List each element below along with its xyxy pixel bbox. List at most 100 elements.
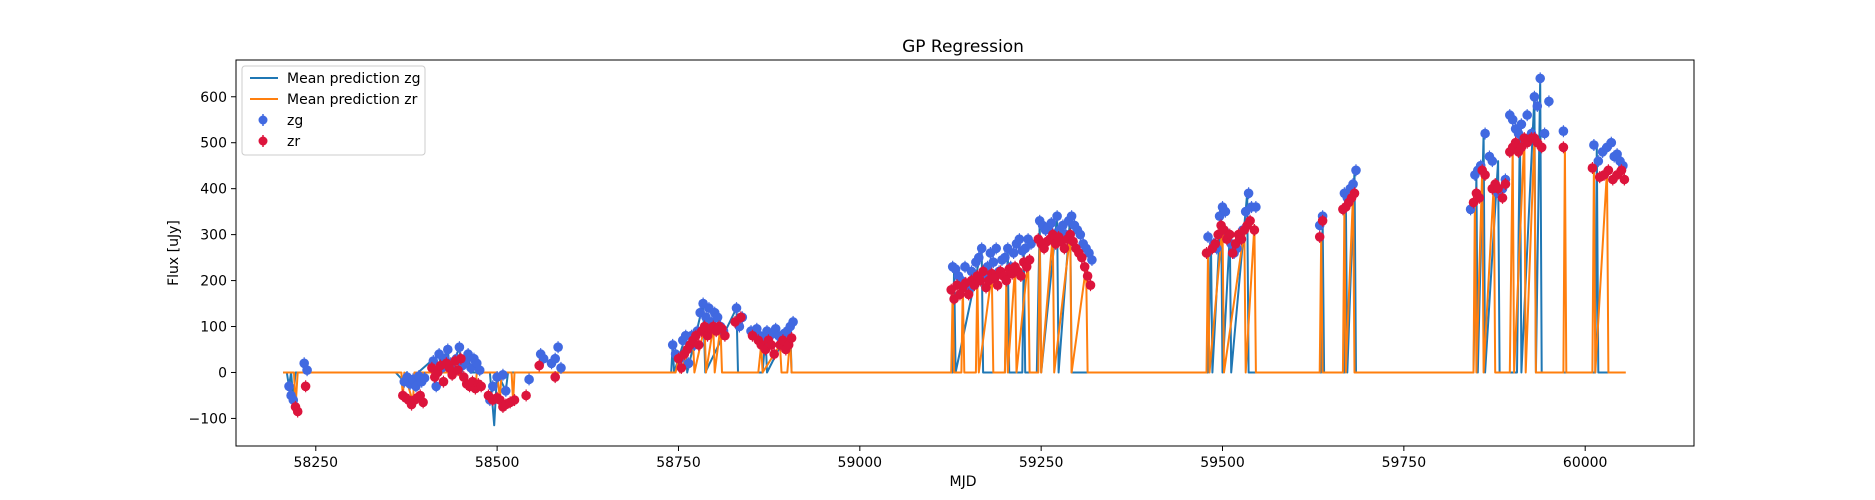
y-tick-label: −100 (189, 411, 227, 427)
y-tick-label: 400 (200, 182, 227, 198)
y-tick-label: 100 (200, 320, 227, 336)
point-zr (1317, 216, 1328, 226)
point-zg (1014, 234, 1025, 244)
point-zg (1487, 156, 1498, 166)
legend-label-zg-mean: Mean prediction zg (287, 71, 421, 87)
point-zr (676, 363, 687, 373)
point-zr (1500, 179, 1511, 189)
point-zg (553, 342, 563, 353)
point-zg (1008, 248, 1019, 258)
plot-frame (235, 59, 1695, 447)
point-zg (974, 252, 984, 263)
x-tick-label: 59500 (1200, 455, 1245, 471)
y-axis: −100 0 100 200 300 400 500 600 (189, 90, 236, 427)
point-zg (443, 344, 453, 355)
y-tick-label: 300 (200, 228, 227, 244)
point-zr (1474, 193, 1485, 203)
point-zr (992, 280, 1003, 291)
point-zr (292, 406, 303, 417)
point-zr (1314, 232, 1325, 242)
point-zr (720, 330, 730, 341)
point-zg (1026, 239, 1036, 249)
point-zr (1227, 248, 1238, 258)
series-layer (283, 72, 1630, 427)
point-zr (438, 376, 449, 387)
x-tick-label: 58750 (656, 455, 701, 471)
point-zr (453, 365, 463, 376)
y-axis-label: Flux [uJy] (166, 220, 182, 286)
point-zr (1059, 243, 1070, 254)
point-zr (1236, 234, 1247, 244)
point-zg (988, 257, 999, 268)
point-zg (1046, 218, 1057, 228)
legend-frame (241, 65, 426, 156)
point-zg (667, 340, 678, 350)
x-tick-label: 59000 (838, 455, 883, 471)
scatter-zr (290, 132, 1630, 418)
point-zg (1243, 188, 1254, 199)
point-zg (1522, 110, 1532, 120)
x-tick-label: 59250 (1019, 455, 1064, 471)
point-zg (1532, 101, 1543, 111)
point-zg (1507, 114, 1518, 125)
point-zr (1619, 174, 1630, 185)
legend-swatch-zr-marker (258, 136, 268, 146)
point-zr (769, 349, 779, 359)
y-tick-label: 0 (218, 365, 227, 381)
point-zg (683, 358, 694, 369)
point-zg (1052, 211, 1062, 221)
point-zg (1539, 128, 1550, 139)
point-zr (1016, 271, 1026, 281)
point-zr (963, 289, 974, 300)
point-zr (1536, 142, 1547, 153)
point-zr (1077, 252, 1087, 263)
point-zg (1351, 165, 1361, 176)
point-zg (302, 365, 312, 376)
point-zr (1587, 163, 1598, 173)
x-tick-label: 58500 (475, 455, 520, 471)
point-zr (534, 360, 544, 371)
legend-label-zr-mean: Mean prediction zr (287, 92, 418, 108)
point-zg (1066, 211, 1077, 221)
point-zg (1075, 229, 1086, 240)
point-zg (474, 365, 485, 376)
point-zr (1001, 275, 1012, 286)
point-zg (431, 381, 442, 392)
point-zr (300, 381, 311, 392)
y-tick-label: 600 (200, 90, 227, 106)
point-zg (1589, 140, 1599, 150)
legend-label-zr: zr (287, 134, 300, 150)
point-zr (786, 333, 797, 343)
point-zr (456, 353, 466, 364)
point-zg (556, 363, 566, 373)
point-zr (1024, 255, 1035, 265)
point-zr (550, 372, 560, 382)
point-zr (1493, 183, 1503, 194)
point-zg (1529, 92, 1540, 102)
point-zg (419, 373, 430, 383)
point-zg (1544, 96, 1554, 107)
x-tick-label: 58250 (294, 455, 339, 471)
point-zg (1535, 73, 1545, 84)
point-zr (521, 390, 531, 401)
point-zr (978, 266, 988, 277)
point-zg (524, 374, 534, 385)
point-zg (538, 353, 549, 364)
point-zr (418, 397, 428, 408)
point-zr (1558, 142, 1569, 153)
point-zr (736, 312, 746, 323)
point-zr (1497, 193, 1508, 203)
point-zg (1203, 232, 1213, 242)
y-tick-label: 200 (200, 274, 227, 290)
point-zr (1349, 188, 1360, 199)
x-axis-label: MJD (950, 474, 977, 490)
point-zg (1251, 202, 1261, 212)
point-zr (694, 340, 704, 350)
point-zr (1245, 216, 1255, 226)
point-zg (498, 370, 508, 380)
x-tick-label: 59750 (1382, 455, 1427, 471)
point-zr (1616, 165, 1627, 176)
point-zr (1603, 165, 1614, 176)
point-zr (1085, 280, 1096, 291)
